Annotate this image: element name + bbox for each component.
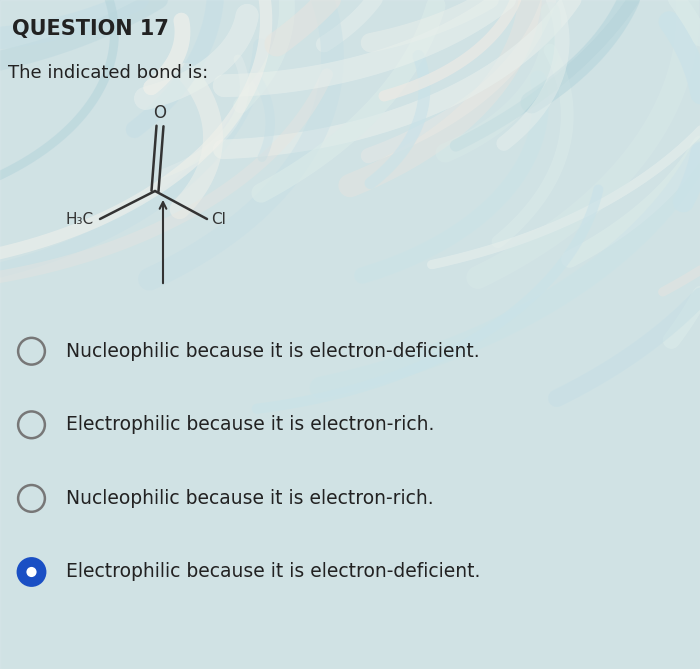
Text: O: O: [153, 104, 167, 122]
Text: Nucleophilic because it is electron-rich.: Nucleophilic because it is electron-rich…: [66, 489, 434, 508]
Text: Electrophilic because it is electron-deficient.: Electrophilic because it is electron-def…: [66, 563, 481, 581]
Text: The indicated bond is:: The indicated bond is:: [8, 64, 209, 82]
Text: Nucleophilic because it is electron-deficient.: Nucleophilic because it is electron-defi…: [66, 342, 480, 361]
Circle shape: [18, 559, 45, 585]
Text: QUESTION 17: QUESTION 17: [12, 19, 169, 39]
Circle shape: [27, 567, 36, 577]
Text: Electrophilic because it is electron-rich.: Electrophilic because it is electron-ric…: [66, 415, 435, 434]
Text: H₃C: H₃C: [66, 211, 94, 227]
Text: Cl: Cl: [211, 211, 226, 227]
